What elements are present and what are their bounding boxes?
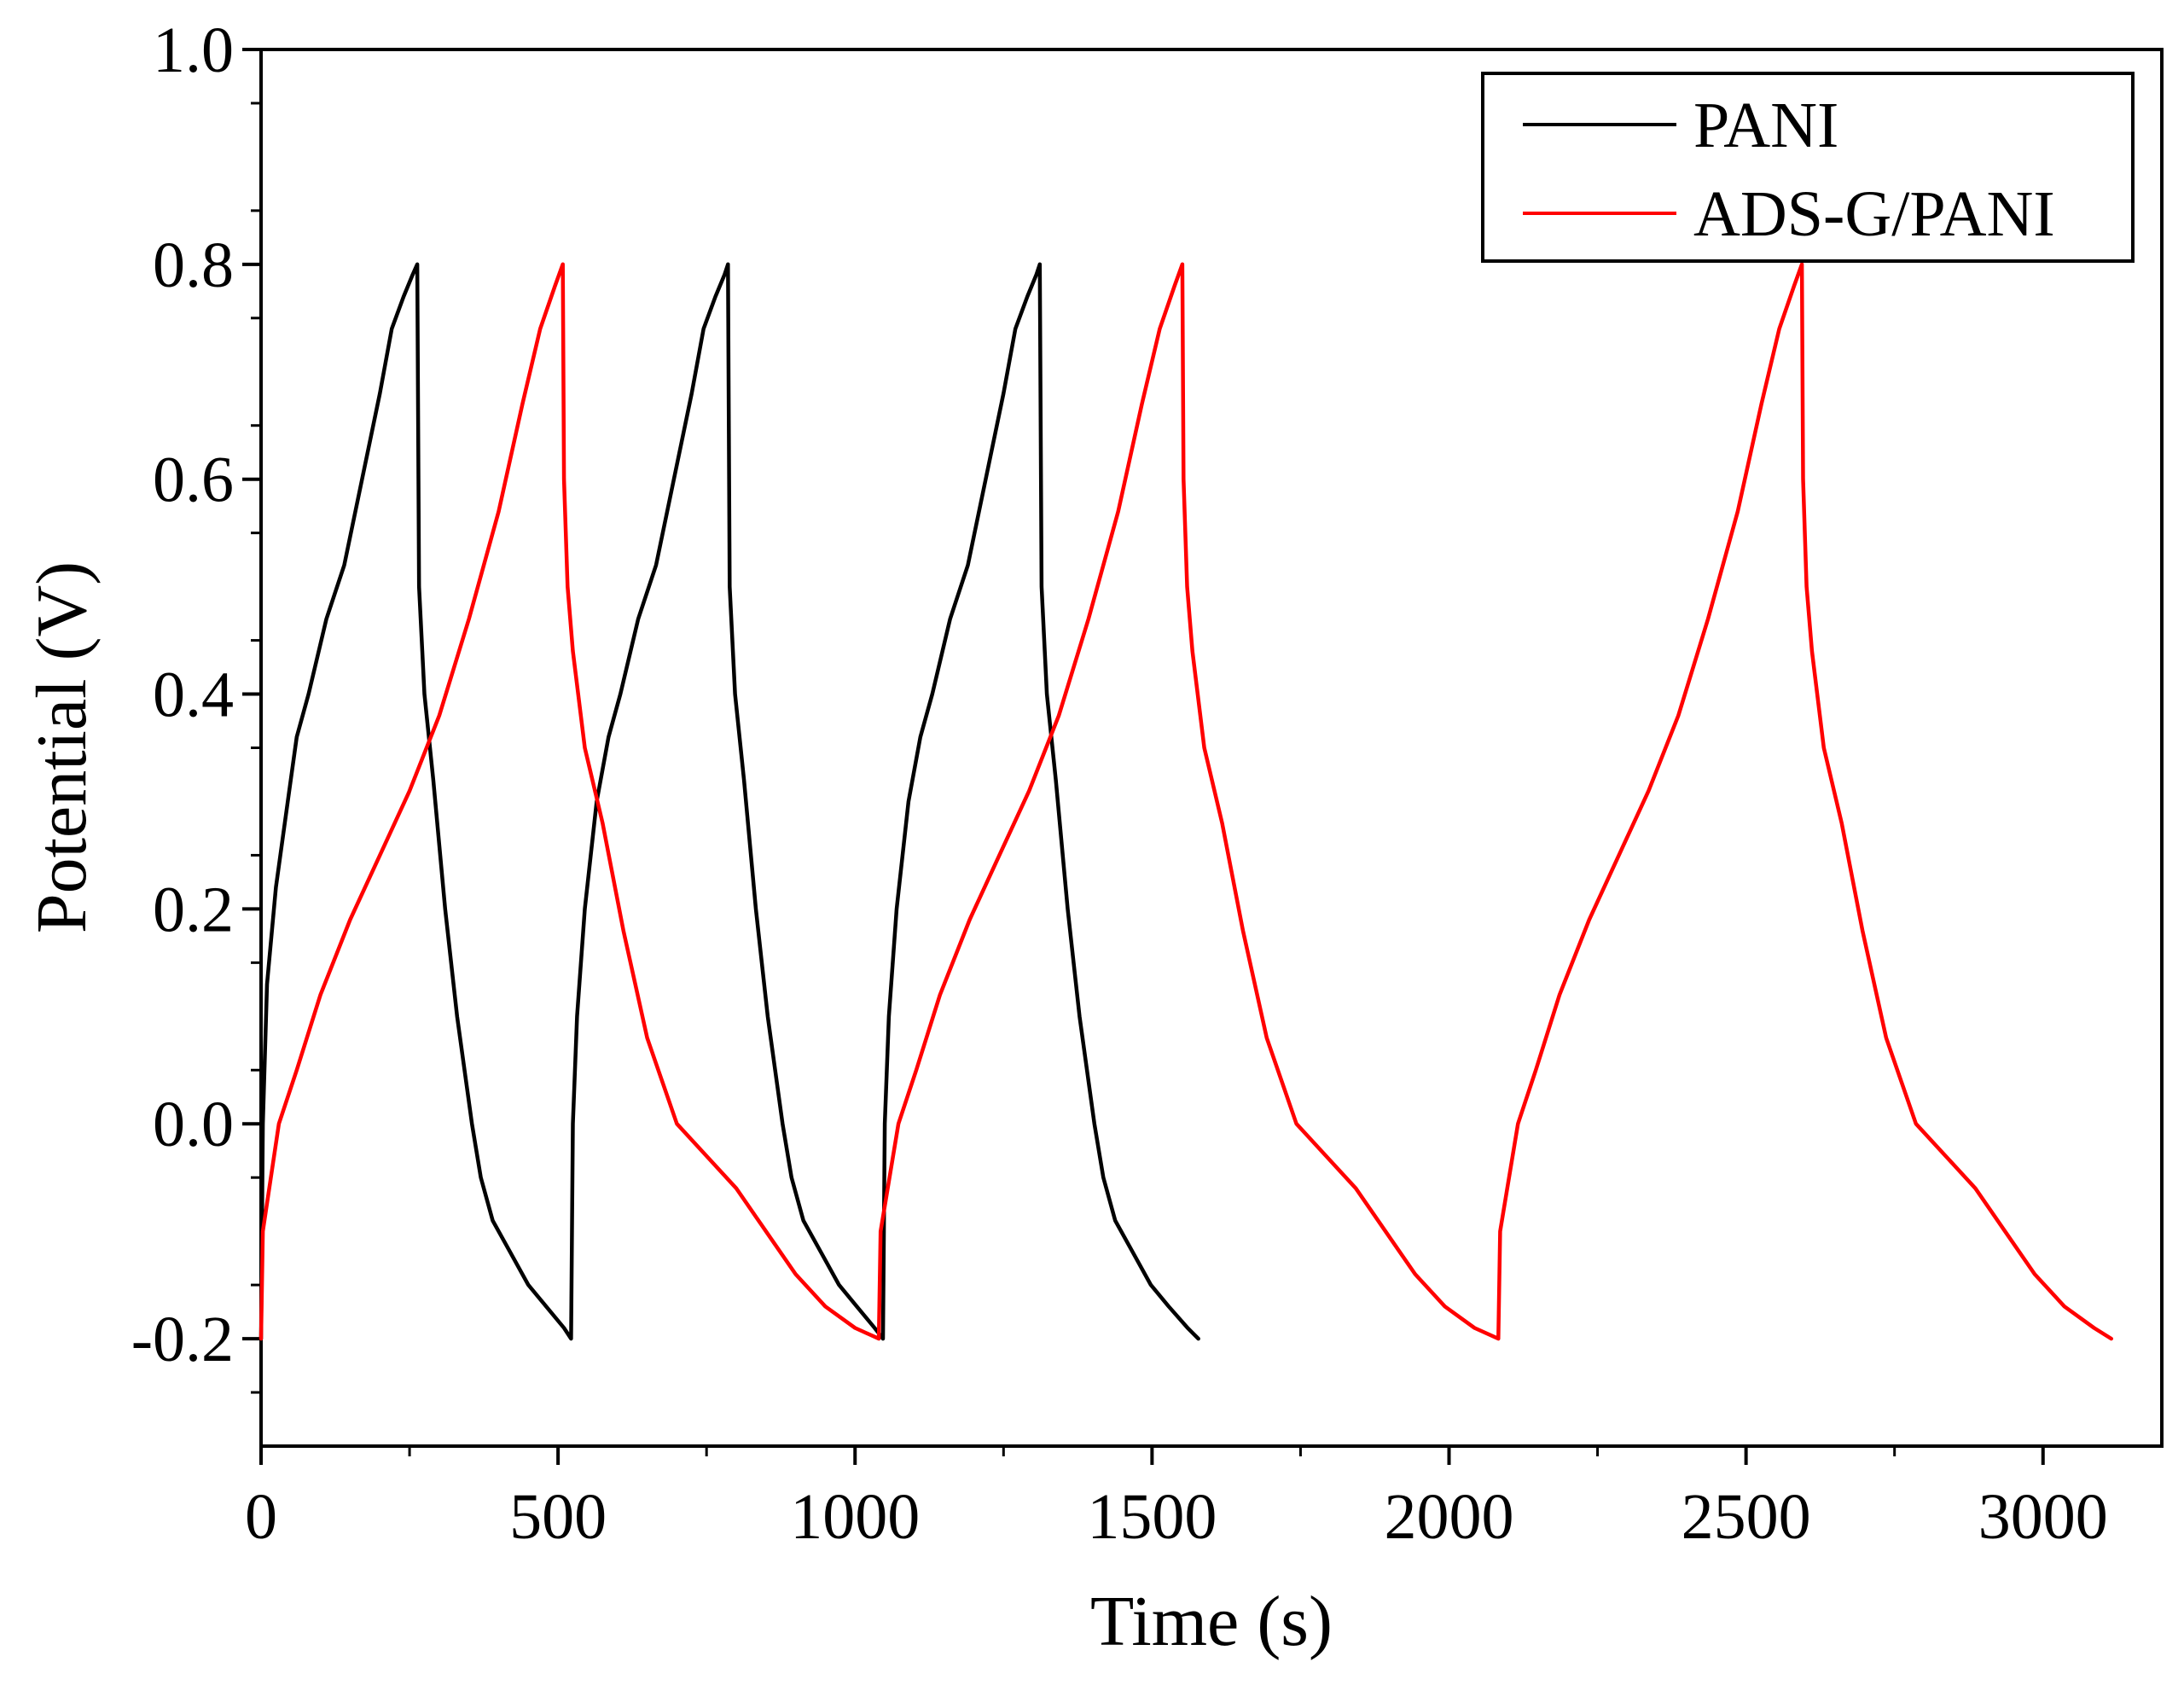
x-tick-label: 3000 — [1978, 1481, 2108, 1553]
legend-label-ads-g-pani: ADS-G/PANI — [1693, 178, 2055, 250]
x-tick-label: 1500 — [1087, 1481, 1217, 1553]
legend-box — [1481, 72, 2135, 263]
y-axis-title: Potential (V) — [22, 561, 102, 933]
y-tick-label: 0.0 — [153, 1089, 234, 1160]
legend: PANI ADS-G/PANI — [1481, 72, 2135, 263]
x-tick-label: 500 — [509, 1481, 607, 1553]
series-line-ads-g-pani — [258, 262, 2114, 1341]
y-tick-label: -0.2 — [131, 1304, 234, 1375]
y-tick-label: 1.0 — [153, 15, 234, 86]
y-tick-label: 0.4 — [153, 659, 234, 731]
x-tick-label: 2000 — [1385, 1481, 1514, 1553]
y-tick-label: 0.2 — [153, 874, 234, 945]
series-line-pani — [258, 262, 1200, 1341]
x-tick-label: 2500 — [1682, 1481, 1811, 1553]
x-tick-label: 1000 — [790, 1481, 920, 1553]
y-tick-label: 0.6 — [153, 444, 234, 516]
series-layer — [258, 262, 2114, 1341]
axis-tick-labels: 0 500 1000 1500 2000 2500 3000 -0.2 0.0 0.2 0.4 0.6… — [131, 15, 2108, 1553]
x-axis-title: Time (s) — [1090, 1582, 1333, 1661]
x-tick-label: 0 — [245, 1481, 277, 1553]
y-tick-label: 0.8 — [153, 230, 234, 301]
axis-ticks — [242, 48, 2045, 1465]
legend-label-pani: PANI — [1693, 90, 1838, 161]
